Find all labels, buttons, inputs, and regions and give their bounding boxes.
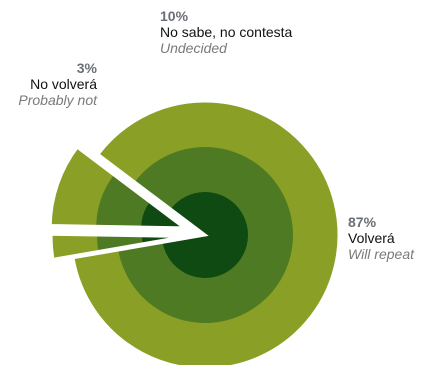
- slice-undecided-outline: [48, 145, 189, 230]
- slice-probably-not-outline: [49, 232, 186, 262]
- label-undecided-es: No sabe, no contesta: [160, 24, 293, 40]
- label-will-repeat-percent: 87%: [348, 214, 377, 230]
- label-probably-not-es: No volverá: [30, 76, 97, 92]
- label-probably-not-percent: 3%: [76, 60, 97, 76]
- label-undecided-percent: 10%: [160, 8, 189, 24]
- slice-probably-not: [49, 232, 186, 262]
- slice-will-repeat: [71, 99, 341, 365]
- label-will-repeat-en: Will repeat: [348, 246, 415, 262]
- label-undecided: 10% No sabe, no contesta Undecided: [160, 8, 292, 56]
- label-undecided-en: Undecided: [160, 40, 227, 56]
- label-will-repeat: 87% Volverá Will repeat: [348, 214, 414, 262]
- label-probably-not-en: Probably not: [18, 92, 97, 108]
- slice-will-repeat-outline: [71, 99, 341, 365]
- label-probably-not: 3% No volverá Probably not: [18, 60, 97, 108]
- slice-undecided: [48, 145, 189, 230]
- label-will-repeat-es: Volverá: [348, 230, 395, 246]
